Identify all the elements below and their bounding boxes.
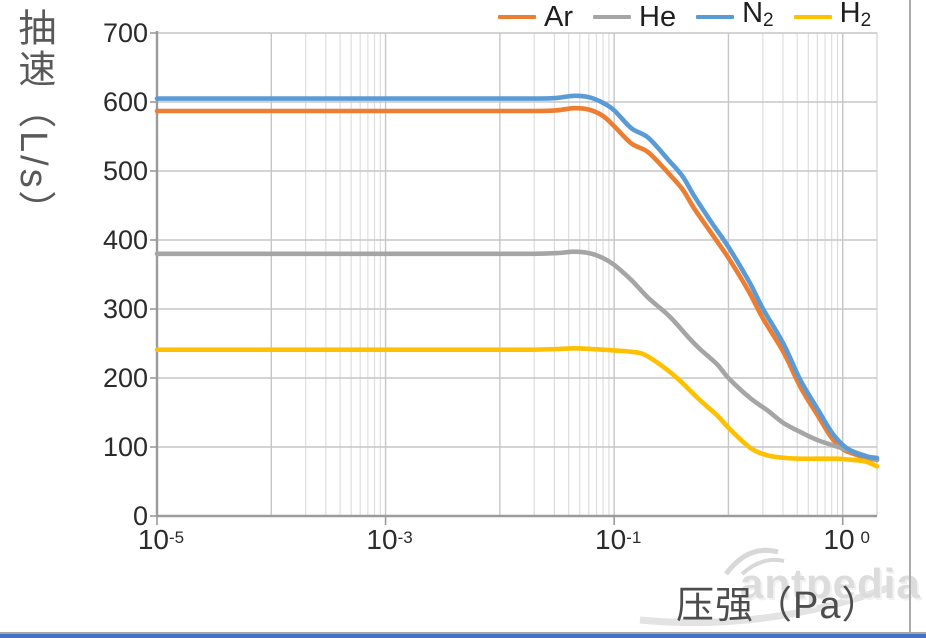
y-axis-title: 抽速（L/s）: [11, 8, 54, 232]
legend-item-H2: H2: [793, 0, 872, 37]
y-tick-label-400: 400: [102, 225, 148, 255]
series-curve-H2: [154, 346, 880, 469]
legend-label-Ar: Ar: [544, 1, 573, 33]
series-curve-Ar: [154, 105, 880, 463]
series-curve-N2: [154, 93, 880, 461]
y-tick-label-700: 700: [102, 18, 148, 48]
legend-item-He: He: [593, 1, 676, 33]
y-tick-label-600: 600: [102, 87, 148, 117]
x-tick-label-10e-5: 10-5: [137, 524, 185, 555]
legend-item-Ar: Ar: [498, 1, 573, 33]
chart-right-border: [909, 0, 911, 633]
legend: Ar He N2 H2: [498, 0, 871, 33]
series-curve-He: [154, 249, 880, 463]
x-tick-label-10e-1: 10-1: [595, 524, 642, 555]
watermark-swoosh-icon: [740, 557, 785, 576]
bottom-accent-bar: [0, 634, 926, 638]
legend-label-N2: N2: [742, 0, 774, 31]
x-tick-label-10e-3: 10-3: [366, 524, 413, 555]
y-tick-label-300: 300: [102, 294, 148, 324]
legend-swatch-He: [593, 14, 631, 20]
x-tick-label-10e0: 10 0: [823, 524, 871, 555]
watermark-text: antpedia: [740, 560, 921, 607]
legend-item-N2: N2: [696, 0, 774, 37]
watermark-swoosh-icon: [723, 547, 779, 576]
y-tick-label-200: 200: [102, 363, 148, 393]
legend-swatch-N2: [696, 14, 735, 20]
y-tick-label-0: 0: [132, 501, 148, 531]
y-tick-label-500: 500: [102, 156, 148, 186]
legend-swatch-Ar: [498, 14, 536, 20]
legend-label-He: He: [639, 1, 677, 33]
bottom-divider-line: [0, 632, 926, 634]
watermark-swoosh-icon: [639, 584, 890, 627]
legend-label-H2: H2: [839, 0, 872, 31]
legend-swatch-H2: [793, 14, 832, 20]
y-tick-label-100: 100: [102, 432, 148, 462]
x-axis-title: 压强（Pa）: [676, 585, 881, 627]
